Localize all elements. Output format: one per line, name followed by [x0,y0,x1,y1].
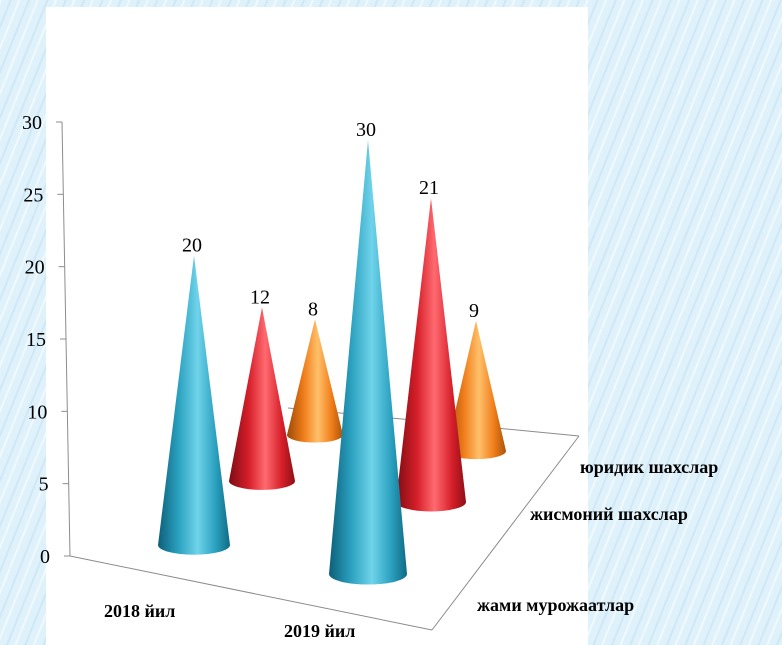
data-label: 8 [308,298,318,320]
cone-legal-2019 [446,320,506,460]
y-tick-label: 5 [39,474,49,496]
cone-body [396,198,466,512]
data-label: 12 [250,286,270,308]
y-tick-label: 0 [40,546,50,568]
cone-body [446,320,506,460]
cone-total-2018 [158,255,230,555]
depth-label-legal: юридик шахслар [580,457,718,477]
depth-axis-line [431,435,580,631]
chart-panel [46,7,588,645]
y-tick-label: 10 [27,401,47,423]
cone-body [329,140,407,585]
depth-label-total: жами мурожаатлар [477,595,634,615]
category-label-2018: 2018 йил [104,601,175,621]
y-axis-tick-labels: 0 5 10 15 20 25 30 [22,112,50,568]
data-label: 30 [356,119,376,141]
category-label-2019: 2019 йил [284,621,355,641]
depth-label-individual: жисмоний шахслар [530,504,688,524]
data-label: 21 [419,177,439,199]
cone-body [158,255,230,555]
cone-body [287,319,343,443]
data-label: 9 [469,300,479,322]
cone-series [158,140,506,585]
data-label: 20 [182,235,202,257]
cone-individual-2019 [396,198,466,512]
cone-total-2019 [329,140,407,585]
y-tick-label: 15 [26,329,46,351]
cone-legal-2018 [287,319,343,443]
data-labels: 20 12 8 30 21 9 [182,119,479,322]
y-tick-label: 30 [22,112,42,134]
y-tick-label: 20 [25,257,45,279]
x-axis-line [69,555,433,631]
y-tick-marks [56,121,70,557]
y-tick-label: 25 [23,184,43,206]
cone-individual-2018 [229,307,295,490]
cone-body [229,307,295,490]
